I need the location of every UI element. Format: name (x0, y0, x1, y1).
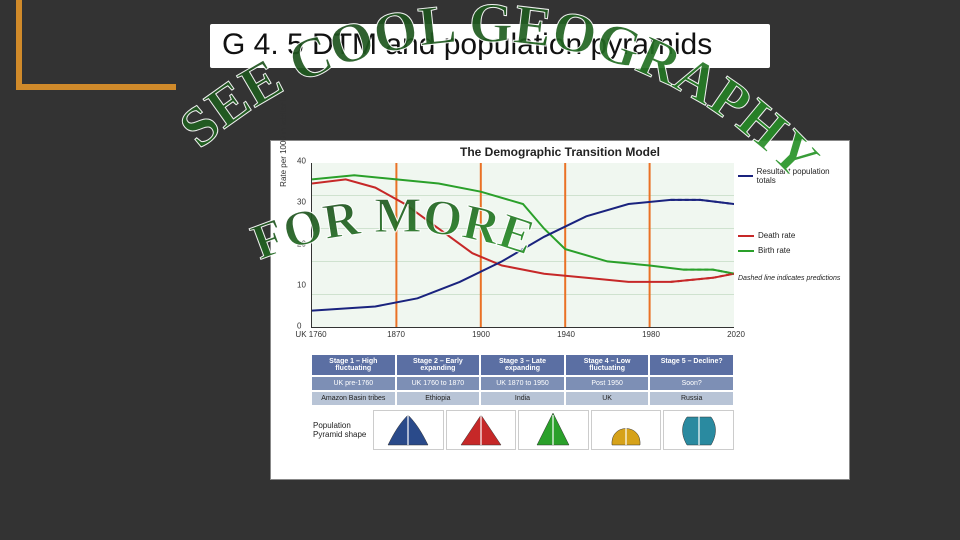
pyramid-row-label: Population Pyramid shape (311, 419, 371, 441)
legend-label: Death rate (758, 231, 795, 240)
pyramid-row: Population Pyramid shape (311, 410, 734, 450)
legend-death: Death rate (738, 231, 843, 240)
xtick: 1940 (557, 330, 575, 339)
xtick: 2020 (727, 330, 745, 339)
dtm-chart: The Demographic Transition Model Rate pe… (270, 140, 850, 480)
chart-legend: Resultant population totals Death rate B… (738, 167, 843, 283)
stage-cell: Post 1950 (565, 376, 650, 391)
stage-cell: Stage 2 – Early expanding (396, 354, 481, 376)
legend-label: Birth rate (758, 246, 790, 255)
accent-bar-vertical (16, 0, 22, 90)
stage-cell: Stage 4 – Low fluctuating (565, 354, 650, 376)
chart-ylabel: Rate per 1000 inhabitants (279, 81, 288, 201)
chart-title: The Demographic Transition Model (271, 141, 849, 163)
stage-cell: UK 1870 to 1950 (480, 376, 565, 391)
ytick: 30 (297, 198, 306, 207)
stage-cell: Russia (649, 391, 734, 406)
ytick: 10 (297, 280, 306, 289)
pyramid-cell (663, 410, 734, 450)
stage-cell: Amazon Basin tribes (311, 391, 396, 406)
stage-table: Stage 1 – High fluctuatingStage 2 – Earl… (311, 354, 734, 406)
pyramid-cell (518, 410, 589, 450)
legend-label: Resultant population totals (757, 167, 843, 185)
stage-cell: UK (565, 391, 650, 406)
stage-cell: UK 1760 to 1870 (396, 376, 481, 391)
page-title: G 4. 5 DTM and population pyramids (210, 24, 770, 68)
stage-cell: UK pre-1760 (311, 376, 396, 391)
legend-population: Resultant population totals (738, 167, 843, 185)
ytick: 40 (297, 157, 306, 166)
ytick: 20 (297, 239, 306, 248)
pyramid-cell (446, 410, 517, 450)
legend-birth: Birth rate (738, 246, 843, 255)
stage-cell: Stage 5 – Decline? (649, 354, 734, 376)
stage-cell: Stage 1 – High fluctuating (311, 354, 396, 376)
xtick: 1900 (472, 330, 490, 339)
xtick: 1980 (642, 330, 660, 339)
chart-plot-area (311, 163, 734, 328)
stage-cell: India (480, 391, 565, 406)
stage-cell: Ethiopia (396, 391, 481, 406)
xtick: UK 1760 (295, 330, 326, 339)
stage-cell: Soon? (649, 376, 734, 391)
legend-note: Dashed line indicates predictions (738, 275, 843, 283)
xtick: 1870 (387, 330, 405, 339)
pyramid-cell (591, 410, 662, 450)
pyramid-cell (373, 410, 444, 450)
accent-bar-horizontal (16, 84, 176, 90)
stage-cell: Stage 3 – Late expanding (480, 354, 565, 376)
